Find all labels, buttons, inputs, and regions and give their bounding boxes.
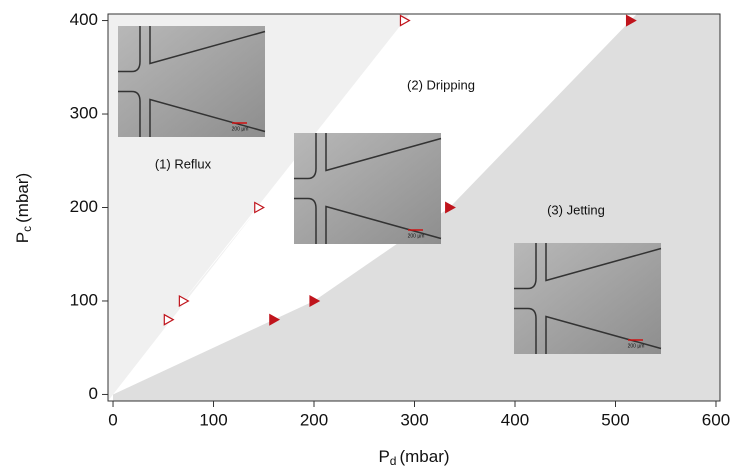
marker [269, 313, 281, 326]
scale-label: 200 µm [628, 343, 645, 349]
channel [514, 307, 662, 354]
y-axis-label: Pc(mbar) [13, 173, 34, 243]
marker [163, 313, 175, 326]
x-tick-label: 200 [300, 410, 328, 429]
marker [445, 201, 456, 214]
inset-bg [118, 26, 265, 137]
inset-image: 200 µm [294, 133, 442, 244]
y-tick-label: 200 [70, 197, 98, 216]
marker [178, 294, 190, 307]
channel [118, 26, 266, 73]
inset-image: 200 µm [118, 26, 266, 137]
marker [625, 14, 637, 27]
y-tick-label: 300 [70, 104, 98, 123]
scale-label: 200 µm [408, 233, 425, 239]
inset-bg [514, 243, 661, 354]
x-axis-label: Pd (mbar) [378, 447, 449, 468]
region-label: (1) Reflux [155, 156, 212, 171]
scale-label: 200 µm [232, 126, 249, 132]
channel [514, 243, 662, 290]
x-tick-label: 300 [400, 410, 428, 429]
channel [118, 90, 266, 137]
x-tick-label: 0 [108, 410, 117, 429]
y-tick-label: 0 [89, 384, 98, 403]
x-tick-label: 400 [501, 410, 529, 429]
marker [399, 14, 411, 27]
x-tick-label: 100 [199, 410, 227, 429]
marker [309, 294, 321, 307]
region-label: (3) Jetting [547, 202, 605, 217]
x-tick-label: 500 [601, 410, 629, 429]
marker [254, 201, 265, 214]
channel [294, 197, 442, 244]
channel [294, 133, 442, 180]
inset-bg [294, 133, 441, 244]
inset-image: 200 µm [514, 243, 662, 354]
region-label: (2) Dripping [407, 77, 475, 92]
y-tick-label: 100 [70, 290, 98, 309]
x-tick-label: 600 [702, 410, 730, 429]
y-tick-label: 400 [70, 10, 98, 29]
